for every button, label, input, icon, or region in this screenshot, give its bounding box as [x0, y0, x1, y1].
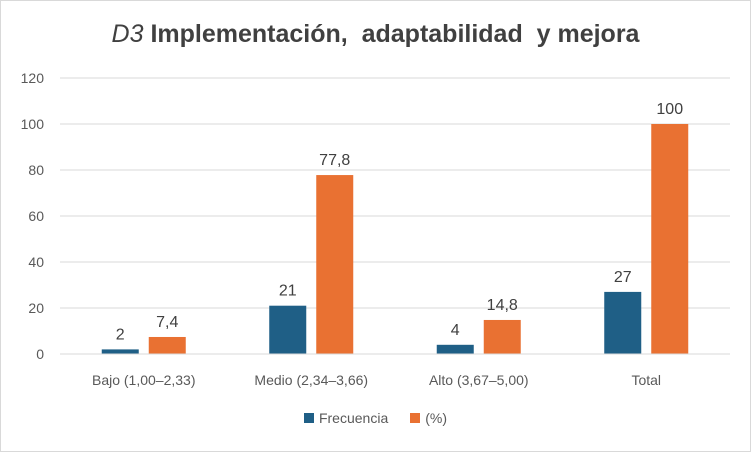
data-label: 4	[451, 322, 460, 339]
bar	[148, 336, 186, 354]
data-label: 21	[279, 283, 297, 300]
x-tick-label: Bajo (1,00–2,33)	[92, 372, 196, 388]
chart-title-italic: D3	[111, 20, 144, 48]
y-tick-label: 40	[28, 254, 44, 270]
x-tick-label: Medio (2,34–3,66)	[254, 372, 368, 388]
y-tick-label: 60	[28, 208, 44, 224]
data-label: 14,8	[487, 297, 518, 314]
legend-item-frecuencia: Frecuencia	[303, 410, 389, 426]
bar	[483, 319, 521, 354]
y-tick-label: 100	[21, 116, 45, 132]
legend: Frecuencia (%)	[0, 410, 751, 426]
y-tick-label: 120	[21, 70, 45, 86]
data-label: 77,8	[319, 152, 350, 169]
y-tick-label: 20	[28, 300, 44, 316]
x-tick-label: Alto (3,67–5,00)	[429, 372, 529, 388]
chart-title: D3 Implementación, adaptabilidad y mejor…	[0, 20, 751, 49]
data-label: 27	[614, 269, 632, 286]
x-tick-label: Total	[631, 372, 661, 388]
legend-item-percent: (%)	[410, 410, 447, 426]
data-label: 100	[656, 101, 683, 118]
data-label: 7,4	[156, 314, 178, 331]
y-tick-label: 80	[28, 162, 44, 178]
legend-label-percent: (%)	[425, 410, 448, 426]
bar	[604, 291, 642, 354]
data-label: 2	[116, 326, 125, 343]
bar	[101, 349, 139, 354]
chart-title-text: Implementación, adaptabilidad y mejora	[143, 20, 640, 48]
bar	[436, 344, 474, 354]
legend-label-frecuencia: Frecuencia	[318, 410, 389, 426]
legend-swatch-frecuencia	[303, 413, 314, 423]
bar	[651, 124, 689, 354]
legend-swatch-percent	[410, 413, 421, 423]
bar	[269, 305, 307, 354]
y-tick-label: 0	[36, 346, 44, 362]
bar	[316, 175, 354, 354]
